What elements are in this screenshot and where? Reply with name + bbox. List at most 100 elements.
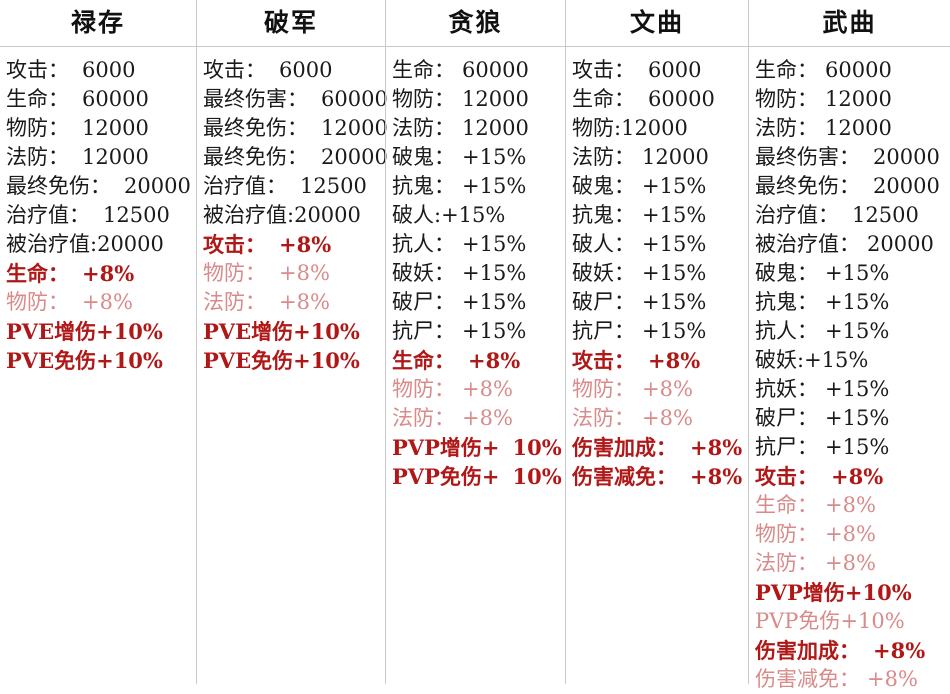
stat-value: 6000 xyxy=(648,58,702,82)
stat-value: 20000 xyxy=(321,145,388,169)
stat-label: 法防： xyxy=(392,116,455,140)
stat-row: 破妖： +15% xyxy=(392,259,565,288)
stat-label: 抗妖： xyxy=(755,377,818,401)
stat-value: 60000 xyxy=(82,87,149,111)
stat-label: 破妖： xyxy=(392,261,455,285)
stat-row: 物防： 12000 xyxy=(755,85,950,114)
stat-value: +15% xyxy=(441,203,506,227)
stat-row: 破人： +15% xyxy=(572,230,748,259)
stat-row: 破尸： +15% xyxy=(392,288,565,317)
stat-row: 物防： 12000 xyxy=(6,114,196,143)
stat-label: 伤害减免： xyxy=(755,667,860,691)
stat-value: +8% xyxy=(873,638,926,663)
stat-value: +15% xyxy=(462,290,527,314)
stat-label: PVP增伤 xyxy=(755,580,845,605)
stat-row: 物防:12000 xyxy=(572,114,748,143)
stat-row: 法防： 12000 xyxy=(6,143,196,172)
column-header: 武曲 xyxy=(749,0,950,47)
stat-value: +15% xyxy=(825,435,890,459)
stat-row: 法防： +8% xyxy=(203,288,385,317)
stat-label: 破尸： xyxy=(392,290,455,314)
stat-row: 法防： +8% xyxy=(755,549,950,578)
stat-value: 20000 xyxy=(124,174,191,198)
stat-row: 破尸： +15% xyxy=(755,404,950,433)
stat-value: 12000 xyxy=(825,87,892,111)
stat-label: 最终免伤： xyxy=(755,174,860,198)
stat-row: 最终伤害： 60000 xyxy=(203,85,388,114)
stat-label: 攻击： xyxy=(6,58,69,82)
stat-row: 物防： +8% xyxy=(392,375,565,404)
stat-label: 生命： xyxy=(755,493,818,517)
stat-value: +8% xyxy=(825,493,876,517)
stat-label: 攻击： xyxy=(572,348,635,373)
stat-row: 抗鬼： +15% xyxy=(572,201,748,230)
stat-value: 12500 xyxy=(103,203,170,227)
stat-row: 生命： +8% xyxy=(755,491,950,520)
stat-label: 生命： xyxy=(755,58,818,82)
stat-row: 生命： +8% xyxy=(392,346,565,375)
stat-label: 最终伤害： xyxy=(755,145,860,169)
stat-label: 被治疗值: xyxy=(6,232,98,256)
stat-value: 12000 xyxy=(642,145,709,169)
stat-value: 12000 xyxy=(621,116,688,140)
stat-row: 被治疗值:20000 xyxy=(6,230,196,259)
stat-row: 抗尸： +15% xyxy=(392,317,565,346)
stat-row: PVE增伤+10% xyxy=(6,317,196,346)
stat-label: 抗鬼： xyxy=(755,290,818,314)
stat-value: +15% xyxy=(642,290,707,314)
stat-label: 破尸： xyxy=(755,406,818,430)
stat-value: +15% xyxy=(825,377,890,401)
stat-value: +10% xyxy=(844,580,912,605)
column-header-label: 贪狼 xyxy=(448,7,503,37)
stat-label: 法防： xyxy=(572,406,635,430)
stat-label: 被治疗值: xyxy=(203,203,295,227)
stat-label: 抗尸： xyxy=(572,319,635,343)
stat-value: +15% xyxy=(462,261,527,285)
stat-label: 生命： xyxy=(6,261,69,286)
stat-label: 物防： xyxy=(203,261,266,285)
stat-row: 抗鬼： +15% xyxy=(392,172,565,201)
stat-label: PVE免伤 xyxy=(6,348,97,373)
stat-value: +8% xyxy=(462,406,513,430)
table-column: 贪狼 生命： 60000 物防： 12000 法防： 12000 破鬼： +15% 抗鬼： +15%… xyxy=(385,0,565,684)
stat-value: +15% xyxy=(462,174,527,198)
table-column: 破军 攻击： 6000 最终伤害： 60000 最终免伤： 12000 最终免伤： 20000 治… xyxy=(196,0,388,684)
stat-label: PVE免伤 xyxy=(203,348,294,373)
stat-row: PVE增伤+10% xyxy=(203,317,385,346)
stat-value: +8% xyxy=(867,667,918,691)
stat-row: 法防： +8% xyxy=(572,404,748,433)
stat-row: 抗人： +15% xyxy=(755,317,950,346)
stat-label: 治疗值： xyxy=(755,203,839,227)
stat-value: 10% xyxy=(512,464,562,489)
stat-value: 60000 xyxy=(825,58,892,82)
stat-label: 物防： xyxy=(755,522,818,546)
stat-row: 治疗值： 12500 xyxy=(6,201,196,230)
stat-value: 12000 xyxy=(321,116,388,140)
stat-label: 物防： xyxy=(392,377,455,401)
stat-row: 生命： 60000 xyxy=(755,56,950,85)
stat-label: 抗尸： xyxy=(755,435,818,459)
stat-row: 破鬼： +15% xyxy=(755,259,950,288)
stat-row: 最终免伤： 12000 xyxy=(203,114,388,143)
stat-label: 法防： xyxy=(572,145,635,169)
stat-value: +8% xyxy=(468,348,521,373)
stat-label: 伤害减免： xyxy=(572,464,677,489)
column-header-label: 武曲 xyxy=(822,7,877,37)
stat-label: 破鬼： xyxy=(392,145,455,169)
stat-value: 12500 xyxy=(300,174,367,198)
column-header: 破军 xyxy=(197,0,385,47)
stat-row: 物防： +8% xyxy=(6,288,196,317)
stat-row: 抗人： +15% xyxy=(392,230,565,259)
stat-label: 抗鬼： xyxy=(572,203,635,227)
stat-row: 攻击： 6000 xyxy=(572,56,748,85)
stat-label: 最终免伤： xyxy=(203,116,308,140)
stat-label: 生命： xyxy=(392,58,455,82)
stat-row: 最终免伤： 20000 xyxy=(755,172,950,201)
stat-row: 破鬼： +15% xyxy=(572,172,748,201)
stat-row: 伤害加成： +8% xyxy=(755,636,950,665)
stat-value: +8% xyxy=(690,464,743,489)
stat-label: 法防： xyxy=(6,145,69,169)
stat-value: +8% xyxy=(82,261,135,286)
stat-row: 最终免伤： 20000 xyxy=(6,172,196,201)
